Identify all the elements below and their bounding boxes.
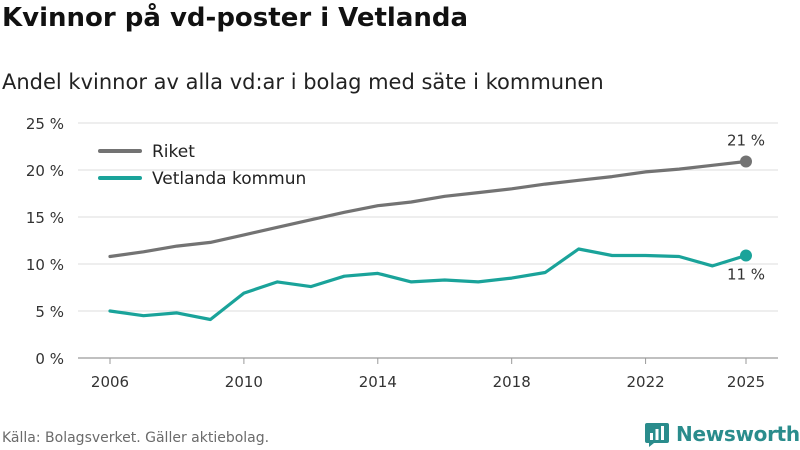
x-tick-label: 2014 [359,373,397,391]
y-tick-label: 0 % [35,350,64,368]
x-tick-label: 2022 [626,373,664,391]
series-line-2 [108,247,748,322]
y-tick-label: 25 % [26,115,64,133]
series-end-marker-1 [740,155,752,168]
y-tick-label: 20 % [26,162,64,180]
x-tick-label: 2006 [91,373,129,391]
legend-label-1: Riket [152,142,195,162]
brand-name: Newsworthy [676,422,800,446]
y-tick-label: 10 % [26,256,64,274]
chart-title: Kvinnor på vd-poster i Vetlanda [2,3,469,33]
y-tick-label: 15 % [26,209,64,227]
x-tick-label: 2010 [225,373,263,391]
chart-subtitle: Andel kvinnor av alla vd:ar i bolag med … [2,70,604,94]
newsworthy-logo-icon [645,423,669,447]
x-tick-label: 2018 [493,373,531,391]
legend-label-2: Vetlanda kommun [152,169,306,189]
source-note: Källa: Bolagsverket. Gäller aktiebolag. [2,430,270,446]
series-end-label-1: 21 % [727,132,765,150]
y-tick-label: 5 % [35,303,64,321]
series-end-marker-2 [740,249,752,262]
series-line-1 [108,159,748,259]
series-end-label-2: 11 % [727,266,765,284]
brand-logo: Newsworthy [644,421,800,447]
x-tick-label: 2025 [727,373,765,391]
